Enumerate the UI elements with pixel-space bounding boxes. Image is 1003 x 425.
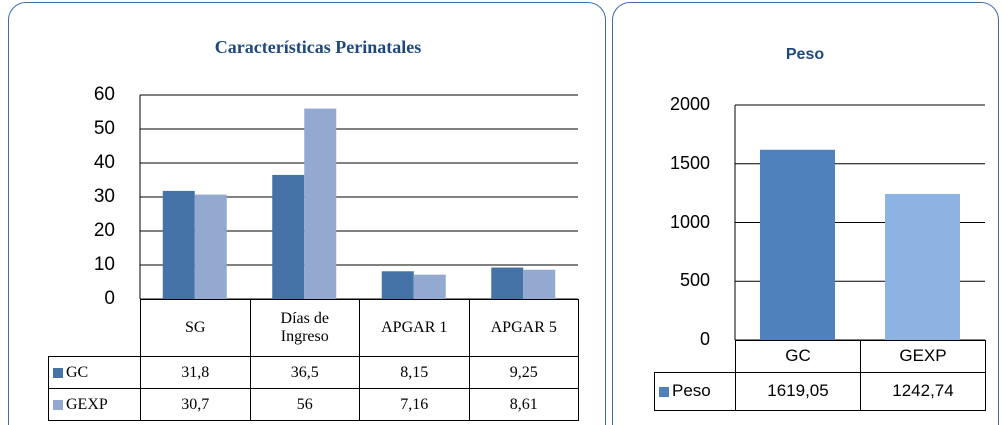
legend-cell: GEXP — [48, 388, 141, 421]
y-tick-label: 30 — [93, 185, 115, 207]
y-tick-label: 0 — [104, 287, 115, 309]
bar — [381, 271, 414, 299]
value-cell: 30,7 — [140, 388, 251, 421]
value-cell: 36,5 — [249, 356, 360, 389]
bar — [304, 108, 337, 299]
legend-swatch — [659, 386, 669, 397]
y-tick-label: 50 — [93, 117, 115, 139]
y-tick-label: 40 — [93, 151, 115, 173]
legend-cell: GC — [48, 356, 141, 389]
bar — [523, 269, 556, 299]
y-tick-label: 0 — [699, 329, 710, 350]
x-category-cell: Días de Ingreso — [249, 299, 360, 357]
chart-title: Peso — [785, 46, 825, 64]
legend-cell: Peso — [654, 372, 736, 411]
y-tick-label: 1000 — [669, 211, 710, 232]
x-category-cell: APGAR 5 — [468, 299, 579, 357]
value-cell: 9,25 — [468, 356, 579, 389]
y-tick-label: 10 — [93, 253, 115, 275]
value-cell: 8,15 — [359, 356, 470, 389]
value-cell: 31,8 — [140, 356, 251, 389]
legend-swatch — [53, 399, 63, 410]
x-category-cell: GEXP — [860, 340, 986, 373]
bar — [194, 194, 227, 299]
chart-title: Características Perinatales — [214, 37, 422, 58]
value-cell: 1619,05 — [735, 372, 861, 411]
x-category-cell: GC — [735, 340, 861, 373]
x-category-cell: APGAR 1 — [359, 299, 470, 357]
bar — [491, 267, 524, 299]
legend-swatch — [53, 367, 63, 378]
y-tick-label: 1500 — [669, 152, 710, 173]
value-cell: 1242,74 — [860, 372, 986, 411]
y-tick-label: 20 — [93, 219, 115, 241]
value-cell: 7,16 — [359, 388, 470, 421]
bar — [885, 193, 960, 340]
x-category-cell: SG — [140, 299, 251, 357]
y-tick-label: 60 — [93, 83, 115, 105]
chart-panel — [8, 2, 606, 425]
value-cell: 56 — [249, 388, 360, 421]
chart-panel — [612, 2, 999, 425]
bar — [162, 190, 195, 299]
bar — [413, 274, 446, 299]
bar — [272, 174, 305, 299]
bar — [760, 149, 835, 340]
y-tick-label: 2000 — [669, 94, 710, 115]
y-tick-label: 500 — [679, 270, 710, 291]
value-cell: 8,61 — [468, 388, 579, 421]
